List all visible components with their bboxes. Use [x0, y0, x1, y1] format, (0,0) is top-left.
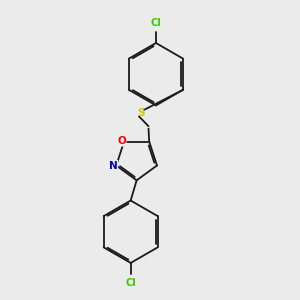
Text: Cl: Cl [151, 18, 161, 28]
Text: N: N [109, 160, 118, 170]
Text: S: S [137, 108, 145, 118]
Text: O: O [117, 136, 126, 146]
Text: Cl: Cl [125, 278, 136, 288]
